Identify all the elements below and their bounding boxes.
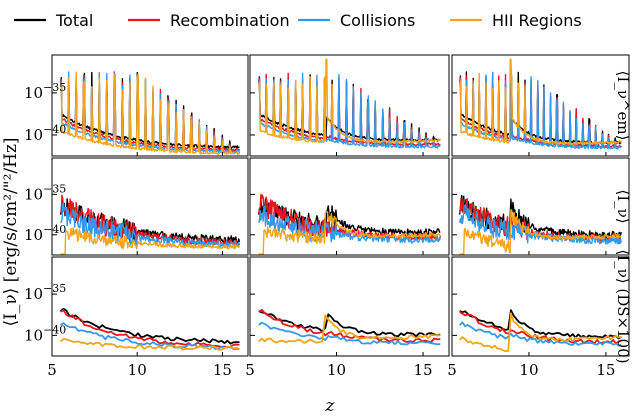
x-tick-label: 15 <box>213 361 232 379</box>
legend-item-hii-regions: HII Regions <box>450 11 582 30</box>
y-axis-label: ⟨I_ν⟩ [erg/s/cm²/"²/Hz] <box>1 137 21 326</box>
series-line-hii <box>258 314 441 344</box>
x-tick-label: 10 <box>519 361 538 379</box>
series-line-total <box>258 310 441 338</box>
series-line-col <box>59 71 241 154</box>
series-line-hii <box>59 338 240 351</box>
x-tick-label: 15 <box>413 361 432 379</box>
panels-grid <box>51 54 630 357</box>
x-tick-label: 10 <box>327 361 346 379</box>
panel-frame <box>249 157 450 256</box>
series-line-rec <box>59 71 241 152</box>
panel-frame <box>51 54 249 157</box>
panel-r1-c2 <box>249 54 450 157</box>
series-line-rec <box>258 72 441 147</box>
panel-frame <box>451 54 630 157</box>
series-line-hii <box>459 312 622 353</box>
series-line-total <box>59 71 240 150</box>
panel-r3-c2 <box>249 256 450 357</box>
series-line-total <box>258 74 441 143</box>
series-line-rec <box>459 72 622 148</box>
x-tick-label: 5 <box>447 361 457 379</box>
legend-item-collisions: Collisions <box>298 11 415 30</box>
y-tick-label: 10−35 <box>24 182 66 203</box>
series-line-hii <box>459 58 622 146</box>
series-line-total <box>459 309 622 340</box>
x-tick-label: 5 <box>245 361 255 379</box>
legend-label: HII Regions <box>492 11 582 30</box>
x-tick-label: 5 <box>47 361 57 379</box>
legend-item-total: Total <box>14 11 93 30</box>
y-tick-label: 10−40 <box>24 323 66 344</box>
series-line-hii <box>258 211 441 255</box>
panel-frame <box>451 256 630 357</box>
panel-frame <box>451 157 630 256</box>
series-line-hii <box>459 209 622 255</box>
y-tick-label: 10−40 <box>24 123 66 144</box>
legend: Total Recombination Collisions HII Regions <box>14 11 582 30</box>
panel-r2-c3 <box>451 157 630 256</box>
legend-label: Total <box>55 11 93 30</box>
panel-frame <box>51 256 249 357</box>
row-label-1: ⟨I_ν^em⟩ <box>614 71 632 141</box>
row-label-2: ⟨I_ν⟩ <box>614 189 632 223</box>
row-labels: ⟨I_ν^em⟩ ⟨I_ν⟩ ⟨I_ν⟩ (DS×100) <box>614 71 632 364</box>
y-tick-label: 10−40 <box>24 223 66 244</box>
series-line-hii <box>60 227 241 255</box>
panel-frame <box>51 157 249 256</box>
series-line-col <box>258 205 441 244</box>
panel-r1-c1 <box>51 54 249 157</box>
y-tick-label: 10−35 <box>24 282 66 303</box>
series-line-hii <box>258 58 441 144</box>
legend-item-recombination: Recombination <box>128 11 290 30</box>
y-tick-label: 10−35 <box>24 81 66 102</box>
series-line-rec <box>258 308 441 343</box>
x-tick-labels: 5 10 15 5 10 15 5 10 15 <box>47 361 615 379</box>
legend-label: Collisions <box>340 11 415 30</box>
panel-frame <box>249 54 450 157</box>
row-label-3: ⟨I_ν⟩ (DS×100) <box>614 249 632 363</box>
panel-r1-c3 <box>451 54 630 157</box>
series-line-col <box>258 321 441 346</box>
series-line-total <box>59 307 240 345</box>
series-line-rec <box>60 309 240 349</box>
panel-r3-c1 <box>51 256 249 357</box>
panel-frame <box>249 256 450 357</box>
x-axis-label: z <box>325 396 336 416</box>
series-line-col <box>60 322 240 351</box>
panel-r2-c2 <box>249 157 450 256</box>
x-tick-label: 15 <box>596 361 615 379</box>
legend-label: Recombination <box>170 11 290 30</box>
panel-r3-c3 <box>451 256 630 357</box>
x-tick-label: 10 <box>128 361 147 379</box>
series-line-hii <box>59 71 240 156</box>
panel-r2-c1 <box>51 157 249 256</box>
y-tick-labels: 10−35 10−40 10−35 10−40 10−35 10−40 <box>24 81 66 345</box>
